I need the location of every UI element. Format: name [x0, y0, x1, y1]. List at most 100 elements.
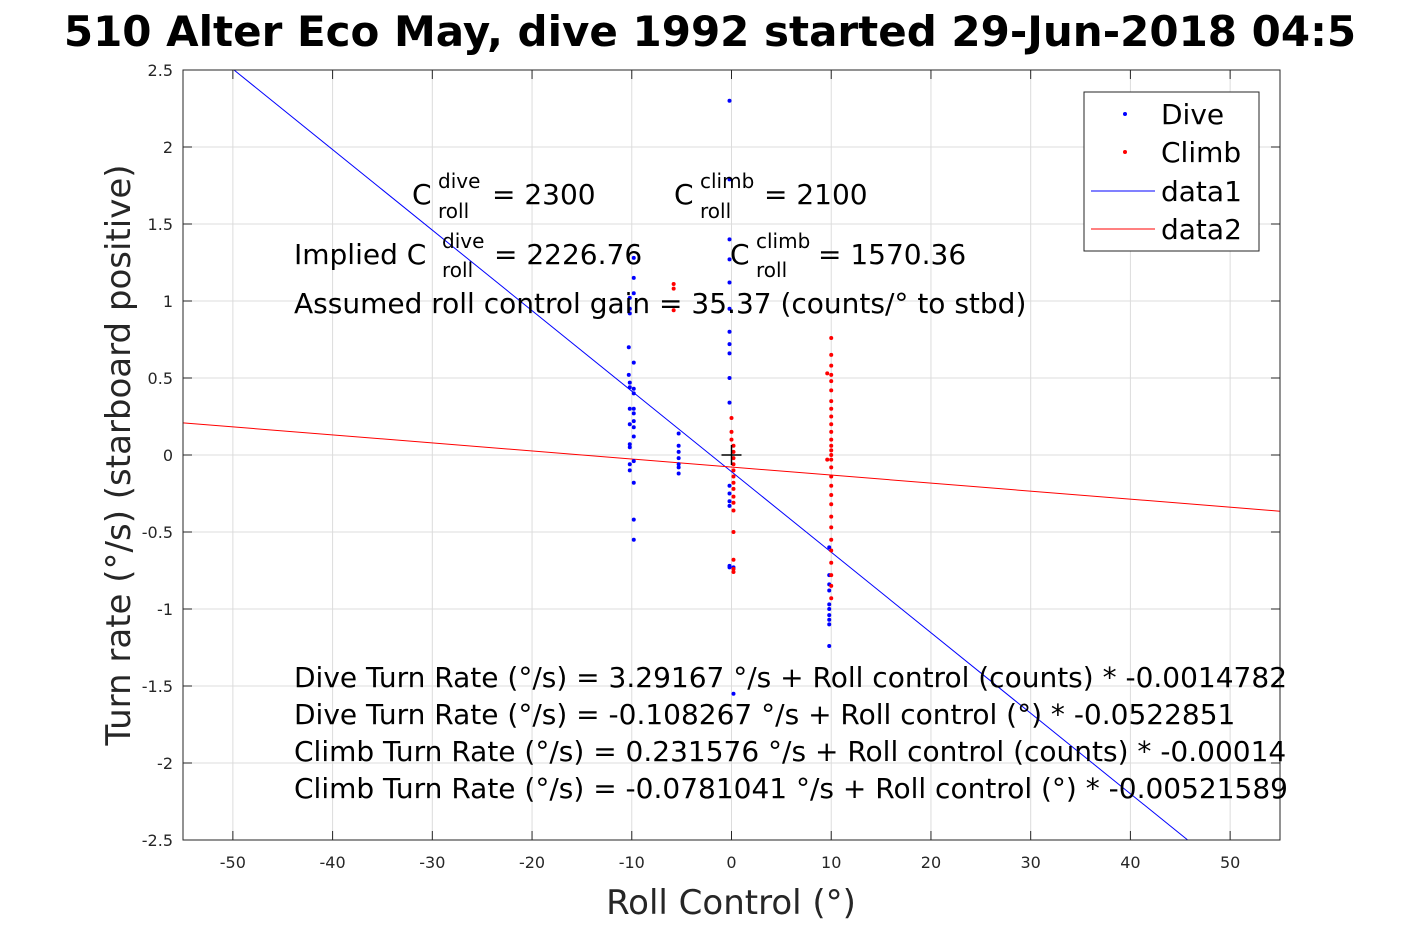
dive-point: [727, 376, 732, 380]
dive-point: [631, 411, 636, 416]
climb-point: [829, 437, 834, 442]
dive-point: [727, 342, 732, 347]
dive-point: [631, 480, 636, 485]
dive-point: [627, 311, 632, 316]
dive-point: [631, 406, 636, 411]
y-tick-label: 0.5: [148, 369, 173, 388]
climb-point: [829, 596, 834, 601]
y-axis-ticks: -2.5 -2 -1.5 -1 -0.5 0 0.5 1 1.5 2 2.5: [142, 61, 1280, 850]
legend-dive-label: Dive: [1161, 98, 1224, 131]
y-tick-label: -0.5: [142, 523, 173, 542]
dive-point: [727, 306, 732, 311]
x-tick-label: -50: [220, 853, 246, 872]
dive-point: [727, 177, 732, 182]
y-tick-label: 0: [163, 446, 173, 465]
climb-point: [829, 453, 834, 457]
dive-point: [627, 442, 632, 447]
y-tick-label: 2: [163, 138, 173, 157]
x-tick-label: -20: [519, 853, 545, 872]
climb-point: [731, 443, 736, 448]
implied-climb-superscript: climb: [756, 229, 810, 253]
climb-point: [731, 486, 736, 491]
climb-point: [829, 474, 834, 479]
implied-climb-value: = 1570.36: [818, 238, 966, 271]
implied-climb-prefix: C: [730, 238, 750, 271]
dive-point: [827, 607, 832, 611]
climb-point: [829, 372, 834, 377]
dive-point: [631, 291, 636, 296]
climb-point: [731, 462, 736, 467]
climb-point: [829, 388, 834, 393]
y-tick-label: -1: [157, 600, 173, 619]
dive-point: [626, 345, 631, 350]
climb-point: [729, 437, 734, 442]
dive-point: [627, 422, 632, 427]
y-tick-label: -2.5: [142, 831, 173, 850]
dive-point: [827, 588, 832, 593]
c-dive-prefix: C: [412, 178, 432, 211]
dive-point: [827, 613, 832, 618]
dive-point: [631, 537, 636, 542]
climb-point: [829, 573, 834, 578]
y-tick-label: -1.5: [142, 677, 173, 696]
dive-point: [631, 425, 636, 430]
dive-point: [676, 456, 681, 461]
legend-data1-label: data1: [1161, 175, 1242, 208]
dive-point: [627, 462, 632, 467]
y-tick-label: 2.5: [148, 61, 173, 80]
x-axis-ticks: -50 -40 -30 -20 -10 0 10 20 30 40 50: [220, 70, 1240, 872]
dive-point: [827, 643, 832, 648]
dive-point: [827, 545, 832, 550]
equation-dive-counts: Dive Turn Rate (°/s) = 3.29167 °/s + Rol…: [294, 661, 1287, 694]
climb-point: [829, 465, 834, 470]
climb-point: [731, 449, 736, 454]
climb-point: [731, 530, 736, 534]
climb-point: [829, 583, 834, 588]
dive-point: [631, 275, 636, 280]
c-climb-prefix: C: [674, 178, 694, 211]
climb-point: [731, 456, 736, 461]
data-points: [626, 98, 834, 696]
y-tick-label: -2: [157, 754, 173, 773]
climb-point: [729, 416, 734, 421]
dive-point: [631, 386, 636, 391]
climb-point: [829, 502, 834, 507]
dive-point: [727, 280, 732, 285]
legend: Dive Climb data1 data2: [1083, 91, 1260, 252]
equation-climb-degrees: Climb Turn Rate (°/s) = -0.0781041 °/s +…: [294, 772, 1288, 805]
legend-box: [1083, 91, 1260, 252]
c-dive-value: = 2300: [492, 178, 596, 211]
dive-point: [727, 237, 732, 242]
climb-point: [829, 457, 834, 462]
gain-annotation: Assumed roll control gain = 35.37 (count…: [294, 287, 1026, 320]
implied-climb-annotation: C climb roll = 1570.36: [730, 229, 966, 282]
climb-point: [731, 557, 736, 562]
dive-point: [676, 431, 681, 436]
climb-point: [829, 548, 834, 553]
dive-point: [727, 400, 732, 405]
legend-climb-marker: [1123, 150, 1127, 154]
dive-point: [676, 449, 681, 454]
dive-point: [676, 443, 681, 448]
dive-point: [727, 483, 732, 488]
x-tick-label: -40: [320, 853, 346, 872]
climb-point: [731, 494, 736, 499]
climb-point: [829, 399, 834, 404]
dive-point: [727, 503, 732, 508]
fit-line-data1: [233, 69, 1189, 841]
climb-point: [829, 448, 834, 453]
implied-dive-annotation: Implied C dive roll = 2226.76: [294, 229, 642, 282]
x-axis-label: Roll Control (°): [606, 883, 856, 923]
dive-point: [727, 329, 732, 334]
climb-point: [825, 371, 830, 376]
implied-climb-subscript: roll: [756, 258, 787, 282]
dive-point: [631, 255, 636, 260]
dive-point: [676, 462, 681, 467]
climb-point: [829, 379, 834, 384]
dive-point: [727, 565, 732, 570]
y-tick-label: 1: [163, 292, 173, 311]
climb-point: [829, 352, 834, 357]
dive-point: [676, 471, 681, 476]
climb-point: [729, 429, 734, 434]
